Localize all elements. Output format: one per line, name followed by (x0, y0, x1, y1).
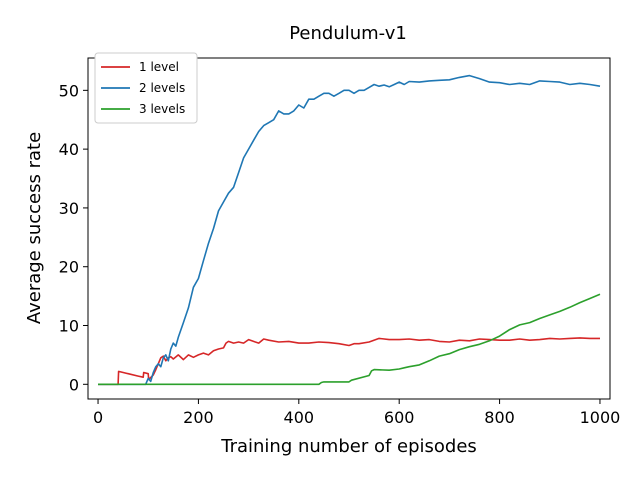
x-tick-label: 200 (183, 408, 214, 427)
x-axis-ticks: 0 200 400 600 800 1000 (93, 399, 620, 427)
legend-label: 2 levels (139, 81, 185, 95)
x-tick-label: 0 (93, 408, 103, 427)
legend: 1 level 2 levels 3 levels (94, 52, 198, 124)
x-tick-label: 1000 (580, 408, 621, 427)
chart-title: Pendulum-v1 (289, 23, 407, 44)
y-tick-label: 50 (59, 81, 79, 100)
y-axis-ticks: 0 10 20 30 40 50 (59, 81, 88, 394)
legend-label: 3 levels (139, 102, 185, 116)
y-tick-label: 10 (59, 317, 79, 336)
series-line-2 (98, 74, 601, 386)
legend-box (94, 52, 198, 124)
y-axis-label: Average success rate (24, 132, 45, 324)
series-line-1 (98, 337, 600, 386)
y-tick-label: 20 (59, 258, 79, 277)
y-tick-label: 30 (59, 199, 79, 218)
x-tick-label: 800 (484, 408, 515, 427)
series-line-3 (98, 293, 601, 386)
x-axis-label: Training number of episodes (220, 436, 477, 457)
series-layer (98, 74, 601, 386)
x-tick-label: 600 (384, 408, 415, 427)
x-tick-label: 400 (284, 408, 315, 427)
y-tick-label: 0 (69, 375, 79, 394)
plot-area-frame (87, 57, 611, 400)
y-tick-label: 40 (59, 140, 79, 159)
legend-label: 1 level (139, 60, 179, 74)
